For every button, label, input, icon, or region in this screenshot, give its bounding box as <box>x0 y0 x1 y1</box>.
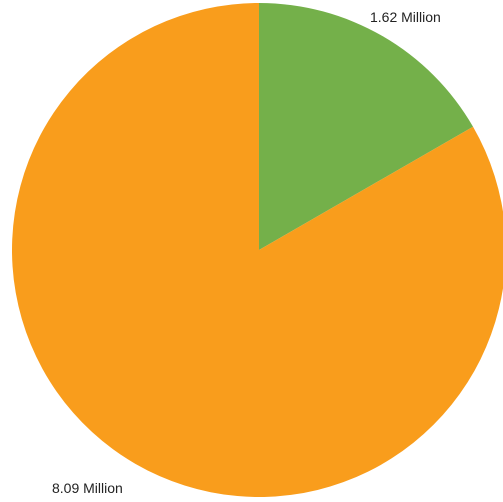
pie-labels: 1.62 Million 8.09 Million <box>52 9 441 496</box>
pie-slices <box>12 3 503 497</box>
pie-slice-1 <box>259 3 474 250</box>
pie-slice-label-2: 8.09 Million <box>52 480 123 496</box>
pie-slice-2 <box>12 3 503 497</box>
pie-slice-label-1: 1.62 Million <box>370 9 441 25</box>
